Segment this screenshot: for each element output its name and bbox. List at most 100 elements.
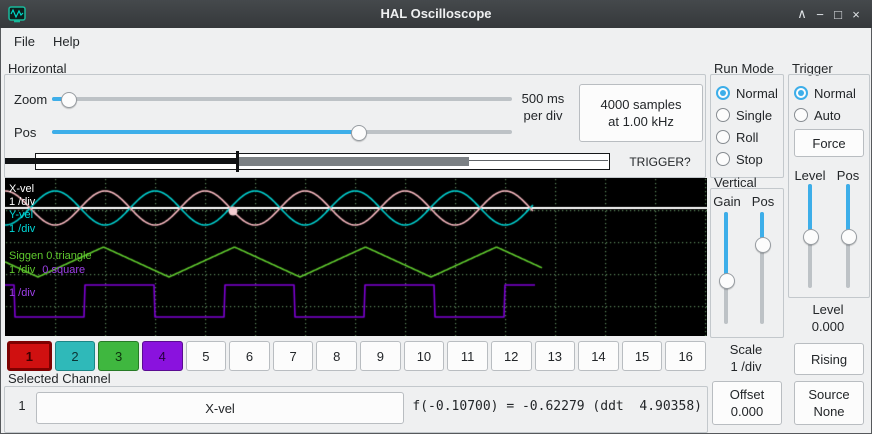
- trigger-edge-button[interactable]: Rising: [794, 343, 864, 375]
- selected-channel-name-button[interactable]: X-vel: [36, 392, 404, 424]
- close-button[interactable]: ×: [852, 6, 860, 22]
- menu-help[interactable]: Help: [52, 34, 80, 49]
- run-mode-roll-radio[interactable]: Roll: [716, 126, 778, 148]
- vertical-pos-label: Pos: [751, 194, 775, 209]
- group-title-horizontal: Horizontal: [8, 61, 67, 76]
- radio-icon: [716, 152, 730, 166]
- channel-button-15[interactable]: 15: [621, 341, 663, 371]
- vertical-scale-caption: Scale: [729, 342, 763, 357]
- trigger-pos-knob[interactable]: [841, 229, 857, 245]
- trigger-level-slider[interactable]: [802, 184, 819, 288]
- channel-button-10[interactable]: 10: [403, 341, 445, 371]
- vertical-gain-slider[interactable]: [718, 212, 735, 324]
- run-mode-frame: [710, 74, 784, 178]
- radio-icon: [716, 108, 730, 122]
- titlebar[interactable]: HAL Oscilloscope ∧ − □ ×: [0, 0, 872, 28]
- scope-channel-label: 1 /div 0.square: [9, 264, 85, 276]
- run-mode-stop-radio[interactable]: Stop: [716, 148, 778, 170]
- run-mode-single-radio[interactable]: Single: [716, 104, 778, 126]
- run-mode-options: Normal Single Roll Stop: [716, 82, 778, 170]
- pos-slider-fill: [52, 130, 358, 134]
- force-button[interactable]: Force: [794, 129, 864, 157]
- group-title-run-mode: Run Mode: [714, 61, 774, 76]
- scope-label-segment: 1 /div: [9, 223, 36, 235]
- radio-label: Single: [736, 107, 773, 123]
- group-title-vertical: Vertical: [714, 175, 757, 190]
- scope-label-segment: 0.square: [42, 264, 86, 276]
- channel-button-1[interactable]: 1: [7, 341, 52, 371]
- trigger-level-caption: Level: [812, 302, 844, 317]
- trigger-source-button[interactable]: Source None: [794, 381, 864, 425]
- trigger-source-line1: Source: [808, 387, 850, 402]
- channel-button-8[interactable]: 8: [316, 341, 357, 371]
- pos-slider-knob[interactable]: [350, 125, 367, 141]
- trigger-source-line2: None: [813, 404, 845, 419]
- scope-label-segment: 1 /div: [9, 264, 36, 276]
- vertical-gain-fill: [724, 212, 728, 280]
- vertical-offset-line1: Offset: [729, 387, 765, 402]
- scope-channel-label: X-vel: [9, 183, 34, 195]
- trigger-pos-slider[interactable]: [840, 184, 857, 288]
- run-mode-normal-radio[interactable]: Normal: [716, 82, 778, 104]
- channel-button-2[interactable]: 2: [54, 341, 96, 371]
- vertical-pos-slider[interactable]: [754, 212, 771, 324]
- vertical-gain-label: Gain: [713, 194, 741, 209]
- shade-button[interactable]: ∧: [797, 6, 807, 21]
- scope-channel-label: 1 /div: [9, 223, 35, 235]
- channel-button-3[interactable]: 3: [98, 341, 139, 371]
- scope-label-segment: 1 /div: [9, 196, 36, 208]
- zoom-slider-knob[interactable]: [60, 92, 77, 108]
- channel-button-12[interactable]: 12: [490, 341, 532, 371]
- menu-file[interactable]: File: [14, 34, 35, 49]
- scope-label-segment: 1 /div: [9, 287, 36, 299]
- oscilloscope-display[interactable]: X-vel 1 /div Y-vel 1 /div Siggen 0.triangle 1…: [5, 178, 707, 336]
- vertical-gain-knob[interactable]: [719, 272, 735, 289]
- time-per-div-line1: 500 ms: [521, 91, 565, 106]
- zoom-slider[interactable]: [52, 91, 512, 108]
- minimize-button[interactable]: −: [816, 6, 824, 22]
- channel-button-13[interactable]: 13: [534, 341, 576, 371]
- samples-line1: 4000 samples: [600, 97, 682, 112]
- pos-slider[interactable]: [52, 124, 512, 141]
- channel-button-14[interactable]: 14: [578, 341, 619, 371]
- radio-label: Normal: [736, 85, 778, 101]
- trigger-auto-radio[interactable]: Auto: [794, 104, 856, 126]
- waveform-canvas: [5, 178, 707, 336]
- vertical-offset-button[interactable]: Offset 0.000: [712, 381, 782, 425]
- trigger-options: Normal Auto: [794, 82, 856, 126]
- radio-icon: [794, 108, 808, 122]
- channel-button-9[interactable]: 9: [360, 341, 401, 371]
- channel-button-16[interactable]: 16: [665, 341, 706, 371]
- zoom-slider-groove[interactable]: [52, 97, 512, 101]
- channel-button-5[interactable]: 5: [185, 341, 227, 371]
- timeline-trigger-marker: [236, 151, 239, 172]
- trigger-pos-fill: [846, 184, 850, 236]
- zoom-label: Zoom: [14, 92, 48, 107]
- horizontal-frame: [4, 74, 706, 178]
- vertical-offset-line2: 0.000: [730, 404, 764, 419]
- trigger-level-knob[interactable]: [803, 229, 819, 245]
- pos-label: Pos: [14, 125, 37, 140]
- scope-channel-label: Siggen 0.triangle: [9, 250, 92, 262]
- trigger-level-label: Level: [794, 168, 826, 183]
- channel-button-7[interactable]: 7: [272, 341, 314, 371]
- channel-button-6[interactable]: 6: [229, 341, 270, 371]
- timeline-record-bar: [5, 158, 237, 164]
- scope-channel-label: 1 /div: [9, 287, 35, 299]
- channel-button-4[interactable]: 4: [141, 341, 183, 371]
- trigger-pos-label: Pos: [836, 168, 860, 183]
- maximize-button[interactable]: □: [834, 6, 842, 22]
- radio-label: Stop: [736, 151, 763, 167]
- vertical-frame: [710, 188, 784, 338]
- menubar: File Help: [0, 28, 872, 55]
- vertical-pos-knob[interactable]: [755, 237, 771, 254]
- trigger-normal-radio[interactable]: Normal: [794, 82, 856, 104]
- channel-button-11[interactable]: 11: [447, 341, 488, 371]
- vertical-pos-groove[interactable]: [760, 212, 764, 324]
- scope-channel-label: 1 /div: [9, 196, 35, 208]
- samples-button[interactable]: 4000 samples at 1.00 kHz: [579, 84, 703, 142]
- scope-channel-label: Y-vel: [9, 209, 33, 221]
- group-title-selected-channel: Selected Channel: [8, 371, 111, 386]
- window-controls: ∧ − □ ×: [794, 0, 864, 28]
